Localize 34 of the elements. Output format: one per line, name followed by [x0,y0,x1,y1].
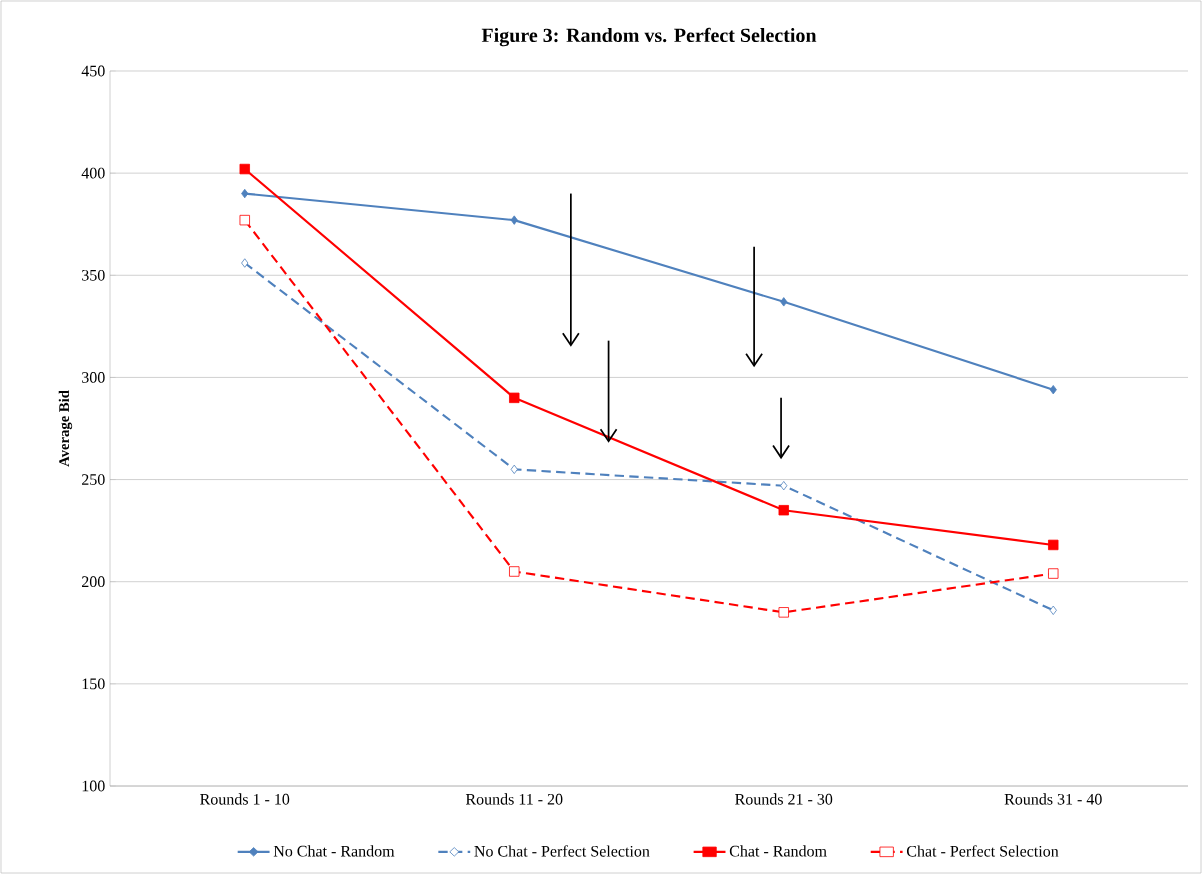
chart-title: Figure 3: Random vs. Perfect Selection [481,27,817,47]
y-tick-label: 400 [81,167,105,179]
point [510,464,518,475]
legend-label: Chat - Perfect Selection [906,845,1059,857]
point [241,188,249,199]
x-tick-label: Rounds 11 - 20 [465,793,563,805]
point [509,392,520,404]
y-axis-title: Average Bid [58,390,73,467]
point [509,566,520,577]
point [239,214,250,226]
y-tick-label: 350 [82,269,105,281]
y-tick-label: 100 [82,780,105,792]
point [510,215,518,225]
point [778,607,789,618]
point [780,297,788,307]
point [1049,605,1057,615]
point [778,505,789,516]
point [1049,385,1057,395]
point [1048,568,1059,579]
x-tick-label: Rounds 1 - 10 [200,793,290,805]
point [241,258,249,268]
y-tick-label: 150 [82,678,105,690]
legend-label: No Chat - Perfect Selection [474,845,650,857]
x-tick-label: Rounds 21 - 30 [735,793,833,805]
y-tick-label: 300 [82,372,105,383]
y-tick-label: 450 [81,65,105,77]
point [780,481,788,491]
x-tick-label: Rounds 31 - 40 [1004,793,1102,805]
point [1048,539,1059,551]
y-tick-label: 200 [82,576,105,588]
legend-label: No Chat - Random [273,845,395,857]
point [239,163,250,175]
y-tick-label: 250 [82,474,105,485]
legend-label: Chat - Random [729,845,827,857]
